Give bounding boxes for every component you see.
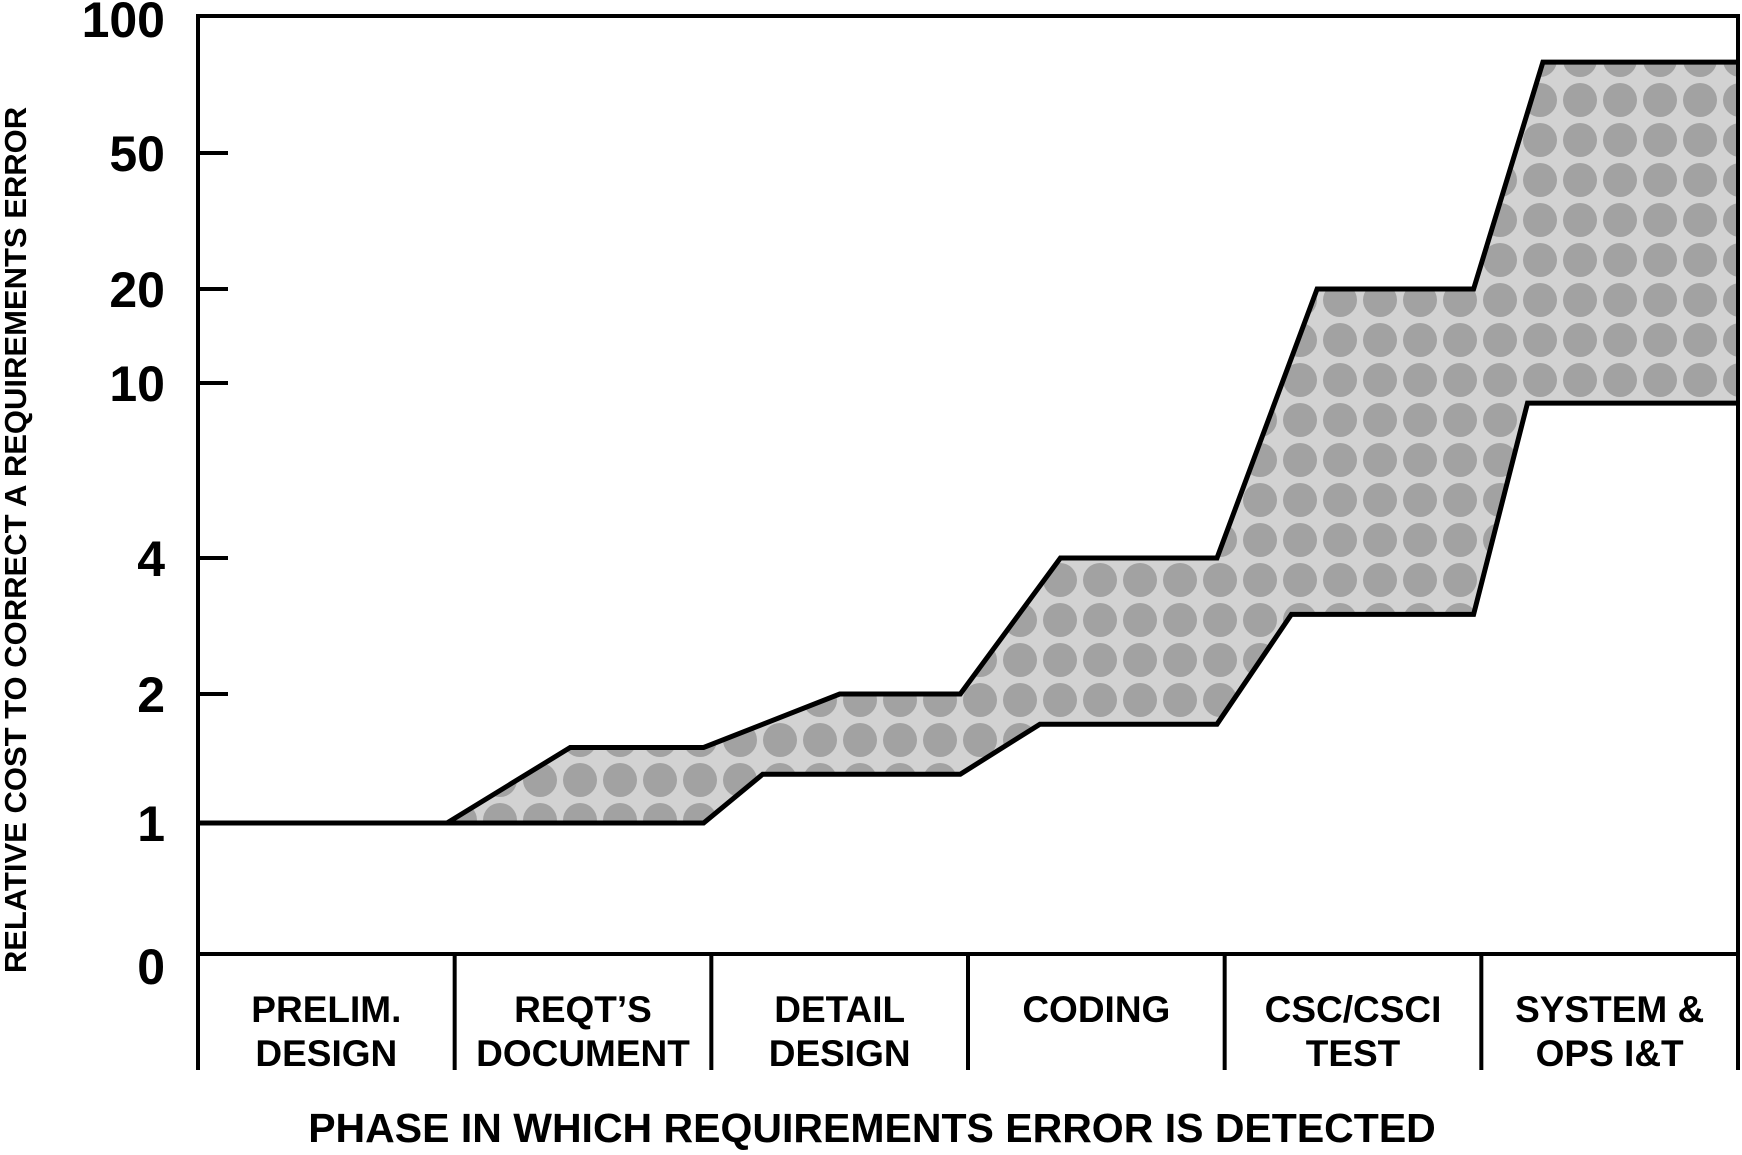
phase-label: OPS I&T (1536, 1033, 1684, 1074)
y-tick-label: 50 (109, 126, 165, 182)
y-tick-label: 1 (137, 796, 165, 852)
phase-label: SYSTEM & (1515, 989, 1704, 1030)
phase-label: PRELIM. (251, 989, 401, 1030)
y-axis-ticks (198, 151, 228, 825)
phase-label: CODING (1022, 989, 1170, 1030)
upper-bound-line (198, 59, 1738, 826)
phase-label: TEST (1306, 1033, 1401, 1074)
phase-label: CSC/CSCI (1265, 989, 1442, 1030)
phase-label: REQT’S (514, 989, 652, 1030)
y-axis-tick-labels: 0 1 2 4 10 20 50 100 (82, 0, 166, 995)
cost-range-band (198, 62, 1738, 824)
x-axis-title: PHASE IN WHICH REQUIREMENTS ERROR IS DET… (308, 1105, 1436, 1151)
phase-labels: PRELIM.DESIGNREQT’SDOCUMENTDETAILDESIGNC… (251, 989, 1704, 1074)
phase-dividers (196, 954, 1740, 1070)
y-tick-label: 100 (82, 0, 165, 48)
phase-label: DESIGN (255, 1033, 397, 1074)
phase-label: DOCUMENT (476, 1033, 690, 1074)
y-tick-label: 0 (137, 939, 165, 995)
phase-label: DETAIL (774, 989, 905, 1030)
y-tick-label: 2 (137, 667, 165, 723)
phase-label: DESIGN (769, 1033, 911, 1074)
y-tick-label: 4 (137, 531, 165, 587)
y-axis-title: RELATIVE COST TO CORRECT A REQUIREMENTS … (0, 107, 33, 973)
lower-bound-line (198, 400, 1738, 826)
y-tick-label: 20 (109, 262, 165, 318)
y-tick-label: 10 (109, 356, 165, 412)
